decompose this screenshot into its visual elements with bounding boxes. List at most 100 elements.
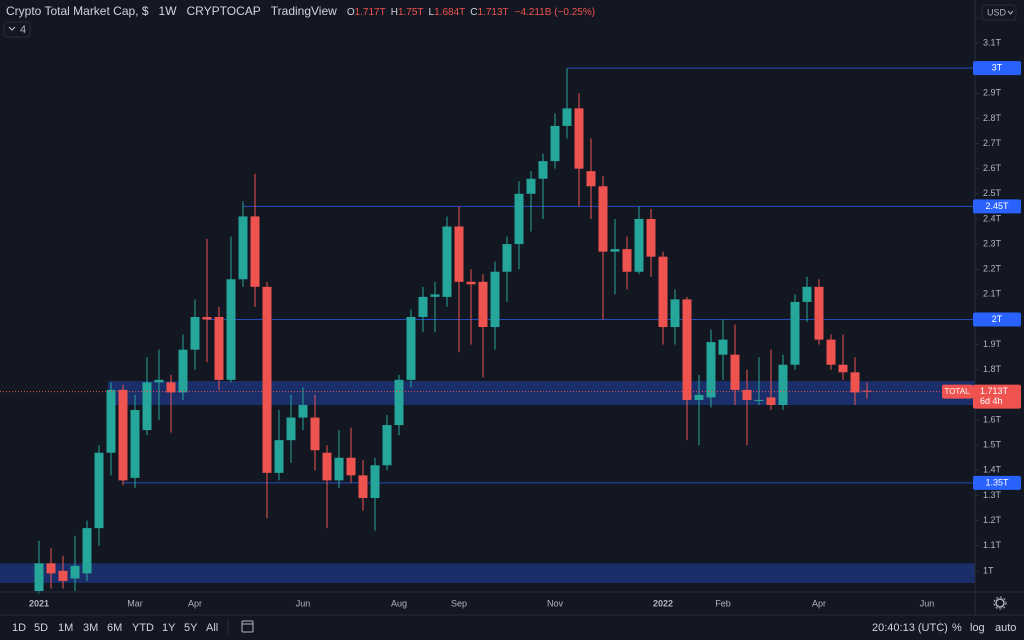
axis: 1T1.1T1.2T1.3T1.4T1.5T1.6T1.7T1.8T1.9T2T… — [29, 12, 1021, 608]
x-tick-label: Sep — [451, 598, 467, 608]
currency-button[interactable]: USD — [981, 4, 1017, 21]
scale-option[interactable]: log — [970, 622, 985, 634]
candle-body — [478, 281, 488, 328]
candle-body — [862, 390, 872, 392]
range-button[interactable]: 1Y — [162, 622, 176, 634]
header: Crypto Total Market Cap, $ 1W CRYPTOCAP Tra… — [6, 4, 595, 18]
candle-body — [130, 410, 140, 478]
level-label: 2T — [992, 314, 1003, 324]
x-tick-label: Aug — [391, 598, 407, 608]
candle-body — [694, 394, 704, 400]
level-label: 3T — [992, 62, 1003, 72]
candle-body — [106, 389, 116, 453]
candle-body — [730, 354, 740, 390]
ohlc-value: 1.684T — [434, 7, 465, 18]
symbol-title: Crypto Total Market Cap, $ — [6, 4, 149, 18]
candle-body — [790, 301, 800, 365]
candle-body — [658, 256, 668, 328]
y-tick-label: 1T — [983, 565, 994, 575]
candle-body — [82, 528, 92, 574]
candle-body — [502, 244, 512, 272]
candle-body — [598, 186, 608, 252]
candle-body — [646, 218, 656, 257]
candle-body — [322, 452, 332, 481]
candle-body — [550, 125, 560, 162]
last-name-box — [942, 384, 973, 399]
interval: 1W — [159, 4, 178, 18]
y-tick-label: 2.2T — [983, 264, 1002, 274]
candle-body — [754, 399, 764, 401]
toolbar: 1D 5D 1M 3M 6M YTD 1Y 5Y All 20:40:13 (UTC)% log au… — [12, 622, 1016, 634]
range-button[interactable]: 1M — [58, 622, 73, 634]
candle-body — [310, 417, 320, 451]
y-tick-label: 2.3T — [983, 238, 1002, 248]
range-button[interactable]: 5D — [34, 622, 48, 634]
x-tick-label: Jun — [296, 598, 311, 608]
y-tick-label: 2.5T — [983, 188, 1002, 198]
candle-body — [394, 379, 404, 426]
plot — [0, 67, 975, 594]
scale-option[interactable]: % — [952, 622, 962, 634]
candle-body — [406, 316, 416, 380]
candle-body — [814, 286, 824, 340]
candle-body — [838, 364, 848, 373]
y-tick-label: 2.9T — [983, 88, 1002, 98]
candle-body — [58, 570, 68, 581]
candle-body — [142, 382, 152, 431]
y-tick-label: 1.4T — [983, 465, 1002, 475]
candle-body — [682, 299, 692, 400]
candle-body — [94, 452, 104, 529]
scale-option[interactable]: auto — [995, 622, 1016, 634]
y-tick-label: 2.7T — [983, 138, 1002, 148]
y-tick-label: 1.8T — [983, 364, 1002, 374]
x-tick-label: 2021 — [29, 598, 49, 608]
range-button[interactable]: 6M — [107, 622, 122, 634]
y-tick-label: 1.3T — [983, 490, 1002, 500]
candle-body — [442, 226, 452, 297]
indicators-toggle[interactable]: 4 — [3, 21, 31, 38]
clock: 20:40:13 (UTC) — [872, 622, 948, 634]
candle-body — [430, 294, 440, 297]
candle-body — [118, 389, 128, 481]
candle-body — [562, 108, 572, 126]
x-tick-label: Apr — [812, 598, 826, 608]
candle-body — [718, 339, 728, 355]
candle-body — [466, 281, 476, 285]
candle-body — [262, 286, 272, 473]
candle-body — [382, 425, 392, 466]
candle-body — [358, 475, 368, 498]
candle-body — [778, 364, 788, 405]
candle-body — [490, 271, 500, 328]
y-tick-label: 1.9T — [983, 339, 1002, 349]
candle-body — [706, 342, 716, 398]
candle-body — [46, 563, 56, 574]
candle-body — [586, 171, 596, 187]
settings-button[interactable] — [993, 596, 1007, 610]
ohlc-key: H — [391, 7, 398, 18]
candle-body — [802, 286, 812, 302]
candle-body — [574, 108, 584, 169]
x-tick-label: Nov — [547, 598, 564, 608]
y-tick-label: 3.1T — [983, 37, 1002, 47]
goto-date-button[interactable] — [241, 620, 254, 633]
candle-body — [370, 465, 380, 498]
range-button[interactable]: All — [206, 622, 218, 634]
candle-body — [298, 404, 308, 418]
candle-body — [334, 457, 344, 481]
last-price-box — [973, 384, 1021, 409]
candle-body — [202, 316, 212, 320]
y-tick-label: 2.6T — [983, 163, 1002, 173]
candle-body — [514, 193, 524, 245]
candle-body — [178, 349, 188, 393]
range-button[interactable]: YTD — [132, 622, 154, 634]
candle-body — [70, 565, 80, 579]
range-button[interactable]: 1D — [12, 622, 26, 634]
candle-body — [166, 382, 176, 393]
y-tick-label: 1.2T — [983, 515, 1002, 525]
range-button[interactable]: 5Y — [184, 622, 198, 634]
candle-body — [418, 296, 428, 317]
candle-body — [190, 316, 200, 350]
range-button[interactable]: 3M — [83, 622, 98, 634]
currency: USD — [987, 7, 1007, 17]
